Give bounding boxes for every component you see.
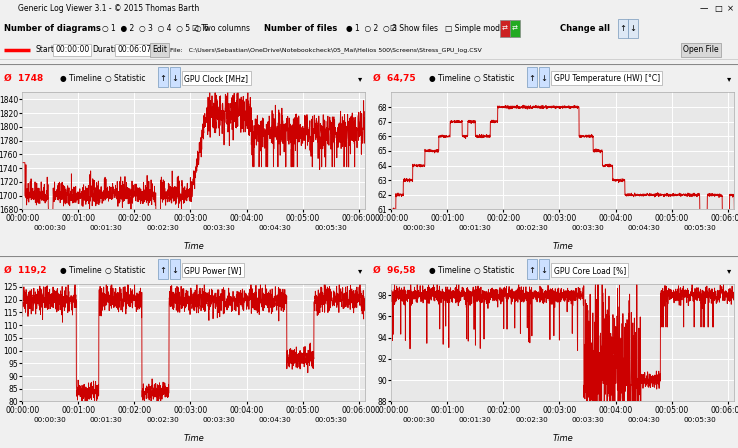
Text: ▾: ▾ [727, 266, 731, 275]
Bar [158, 258, 168, 280]
Text: GPU Power [W]: GPU Power [W] [184, 266, 242, 275]
Text: 00:05:30: 00:05:30 [314, 225, 347, 231]
Text: ● Timeline: ● Timeline [429, 74, 470, 83]
Text: ↓: ↓ [540, 74, 547, 83]
Text: Duration:: Duration: [92, 46, 128, 55]
Text: Ø  119,2: Ø 119,2 [4, 266, 46, 275]
Text: ↓: ↓ [171, 74, 178, 83]
Text: ↓: ↓ [540, 266, 547, 275]
Text: 00:01:30: 00:01:30 [90, 417, 123, 423]
Text: □: □ [714, 4, 722, 13]
Bar [510, 21, 520, 37]
Text: ○ Statistic: ○ Statistic [105, 74, 145, 83]
Text: ● 1  ○ 2  ○ 3: ● 1 ○ 2 ○ 3 [346, 24, 397, 33]
Text: 00:00:30: 00:00:30 [403, 225, 435, 231]
Bar [158, 67, 168, 87]
Text: 00:03:30: 00:03:30 [202, 417, 235, 423]
Text: ○ Statistic: ○ Statistic [474, 266, 514, 275]
Text: Ø  64,75: Ø 64,75 [373, 74, 415, 83]
Text: GPU Core Load [%]: GPU Core Load [%] [554, 266, 626, 275]
Text: 00:01:30: 00:01:30 [90, 225, 123, 231]
Text: ↑: ↑ [528, 266, 535, 275]
Text: ● Timeline: ● Timeline [60, 74, 101, 83]
Bar [527, 67, 537, 87]
Text: 00:01:30: 00:01:30 [459, 225, 492, 231]
Text: □ Simple mod: □ Simple mod [445, 24, 500, 33]
Text: ○ 1  ● 2  ○ 3  ○ 4  ○ 5  ○ 6: ○ 1 ● 2 ○ 3 ○ 4 ○ 5 ○ 6 [102, 24, 209, 33]
Text: Ø  96,58: Ø 96,58 [373, 266, 415, 275]
Text: 00:03:30: 00:03:30 [202, 225, 235, 231]
Text: ↑: ↑ [159, 74, 166, 83]
Text: Start:: Start: [35, 46, 57, 55]
Text: Generic Log Viewer 3.1 - © 2015 Thomas Barth: Generic Log Viewer 3.1 - © 2015 Thomas B… [18, 4, 199, 13]
Text: ○ Statistic: ○ Statistic [474, 74, 514, 83]
Text: ▾: ▾ [358, 266, 362, 275]
Text: 00:00:30: 00:00:30 [403, 417, 435, 423]
Text: 00:00:30: 00:00:30 [34, 417, 66, 423]
X-axis label: Time: Time [183, 434, 204, 443]
Text: 00:05:30: 00:05:30 [683, 225, 716, 231]
Text: ▾: ▾ [727, 74, 731, 83]
Text: ↑: ↑ [619, 24, 627, 33]
Text: ↑: ↑ [528, 74, 535, 83]
Text: ↑: ↑ [159, 266, 166, 275]
Text: 00:04:30: 00:04:30 [258, 417, 291, 423]
Text: 00:03:30: 00:03:30 [571, 417, 604, 423]
Text: 00:02:30: 00:02:30 [515, 417, 548, 423]
X-axis label: Time: Time [552, 434, 573, 443]
Text: ● Timeline: ● Timeline [60, 266, 101, 275]
Text: 00:05:30: 00:05:30 [683, 417, 716, 423]
Text: Open File: Open File [683, 46, 719, 55]
Bar [170, 67, 179, 87]
Bar [539, 258, 548, 280]
Text: Change all: Change all [560, 24, 610, 33]
Text: ⇄: ⇄ [502, 26, 508, 31]
Text: 00:00:00: 00:00:00 [55, 46, 89, 55]
Text: Number of files: Number of files [264, 24, 337, 33]
Bar [618, 19, 628, 38]
Text: ● Timeline: ● Timeline [429, 266, 470, 275]
Text: —: — [700, 4, 708, 13]
Text: ○ Statistic: ○ Statistic [105, 266, 145, 275]
Text: 00:00:30: 00:00:30 [34, 225, 66, 231]
X-axis label: Time: Time [552, 242, 573, 251]
Bar [170, 258, 179, 280]
Text: File:   C:\Users\Sebastian\OneDrive\Notebookcheck\05_Mai\Helios 500\Screens\Stre: File: C:\Users\Sebastian\OneDrive\Notebo… [170, 47, 482, 53]
Bar [500, 21, 510, 37]
Text: 00:04:30: 00:04:30 [627, 417, 660, 423]
Text: 00:04:30: 00:04:30 [627, 225, 660, 231]
Text: Edit: Edit [152, 46, 167, 55]
Text: ↓: ↓ [630, 24, 636, 33]
Text: ⇄: ⇄ [512, 26, 518, 31]
Text: ↓: ↓ [171, 266, 178, 275]
Text: ☑ Show files: ☑ Show files [390, 24, 438, 33]
Text: ▾: ▾ [358, 74, 362, 83]
Bar [527, 258, 537, 280]
Bar [539, 67, 548, 87]
Bar [628, 19, 638, 38]
Text: Number of diagrams: Number of diagrams [4, 24, 101, 33]
Text: GPU Clock [MHz]: GPU Clock [MHz] [184, 74, 249, 83]
Text: ×: × [726, 4, 734, 13]
X-axis label: Time: Time [183, 242, 204, 251]
Text: ☑ Two columns: ☑ Two columns [192, 24, 250, 33]
Text: 00:02:30: 00:02:30 [146, 417, 179, 423]
Text: 00:02:30: 00:02:30 [515, 225, 548, 231]
Text: GPU Temperature (HW) [°C]: GPU Temperature (HW) [°C] [554, 74, 660, 83]
Text: 00:04:30: 00:04:30 [258, 225, 291, 231]
Text: 00:03:30: 00:03:30 [571, 225, 604, 231]
Text: Ø  1748: Ø 1748 [4, 74, 44, 83]
Text: 00:06:07: 00:06:07 [117, 46, 151, 55]
Text: 00:01:30: 00:01:30 [459, 417, 492, 423]
Text: 00:02:30: 00:02:30 [146, 225, 179, 231]
Text: 00:05:30: 00:05:30 [314, 417, 347, 423]
